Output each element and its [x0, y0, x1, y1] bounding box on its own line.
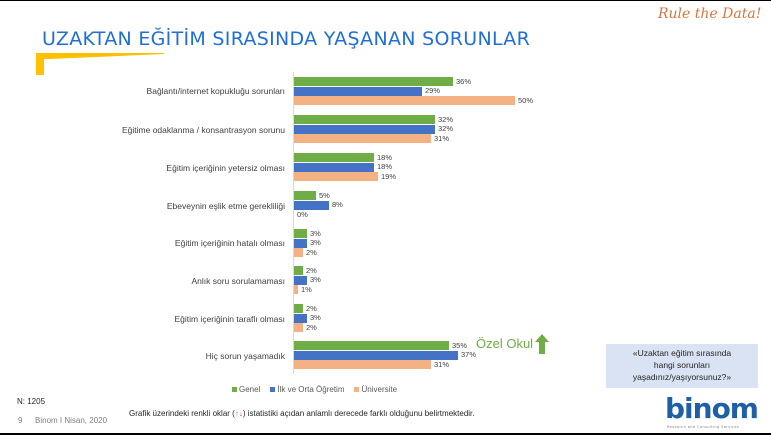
bar-value-label: 32%: [438, 114, 454, 124]
category-label: Anlık soru sorulamaması: [191, 276, 285, 286]
bar: [294, 304, 303, 313]
arrow-up-icon: ↑: [234, 409, 239, 418]
bar: [294, 229, 307, 238]
bar: [294, 77, 453, 86]
bar-value-label: 3%: [310, 275, 321, 284]
bar: [294, 323, 303, 332]
legend-swatch: [270, 387, 276, 392]
category-label: Hiç sorun yaşamadık: [205, 351, 285, 361]
legend-item-genel: Genel: [232, 385, 260, 394]
legend-swatch: [232, 387, 237, 392]
bar: [294, 162, 374, 172]
bar: [294, 191, 316, 200]
bottom-border: [0, 433, 771, 435]
note-prefix: Grafik üzerindeki renkli oklar (: [129, 409, 235, 418]
legend-swatch: [354, 387, 360, 392]
chart-legend: Genel İlk ve Orta Öğretim Üniversite: [232, 385, 397, 394]
legend-item-universite: Üniversite: [354, 385, 397, 394]
footer-source: Binom I Nisan, 2020: [35, 416, 108, 425]
category-label: Eğitim içeriğinin hatalı olması: [174, 238, 285, 248]
page-title: UZAKTAN EĞİTİM SIRASINDA YAŞANAN SORUNLA…: [42, 28, 531, 50]
bar: [294, 313, 307, 323]
category-label: Eğitim içeriğinin taraflı olması: [174, 314, 285, 324]
question-box: «Uzaktan eğitim sırasında hangi sorunlar…: [606, 344, 758, 388]
bar-value-label: 3%: [310, 238, 321, 247]
bar: [294, 248, 303, 257]
bar: [294, 360, 431, 369]
legend-label: İlk ve Orta Öğretim: [277, 385, 345, 394]
bar-value-label: 32%: [438, 124, 454, 133]
logo-text: binom: [665, 392, 759, 425]
bar: [294, 115, 435, 124]
bar: [294, 124, 435, 134]
bar-value-label: 2%: [306, 303, 317, 313]
category-label: Ebeveynin eşlik etme gerekliliği: [166, 201, 285, 211]
bar-value-label: 2%: [306, 265, 317, 275]
title-accent-shape: [36, 53, 164, 75]
bar: [294, 350, 458, 360]
bar: [294, 341, 449, 350]
arrow-down-icon: ↓: [238, 409, 243, 418]
question-line: hangi sorunları: [653, 360, 711, 370]
bar: [294, 238, 307, 248]
logo-subtitle: Research and Consulting Services: [667, 425, 740, 429]
legend-label: Genel: [239, 385, 261, 394]
significance-note: Grafik üzerindeki renkli oklar (↑↓) ista…: [129, 409, 474, 418]
annotation-ozel-okul: Özel Okul: [476, 336, 534, 351]
note-suffix: ) istatistiki açıdan anlamlı derecede fa…: [242, 409, 475, 418]
bar: [294, 134, 431, 143]
question-line: «Uzaktan eğitim sırasında: [632, 348, 732, 358]
bar-value-label: 1%: [301, 284, 312, 294]
tagline: Rule the Data!: [658, 6, 762, 22]
bar: [294, 86, 422, 96]
legend-item-ilk-orta: İlk ve Orta Öğretim: [270, 385, 344, 394]
question-line: yaşadınız/yaşıyorsunuz?»: [632, 372, 732, 382]
bar-value-label: 35%: [452, 340, 468, 350]
bar-value-label: 19%: [381, 171, 397, 181]
bar-value-label: 37%: [461, 350, 477, 359]
chart-axis: [293, 72, 294, 374]
bar: [294, 266, 303, 275]
bar-value-label: 0%: [297, 209, 308, 219]
bar-value-label: 3%: [310, 228, 321, 238]
bar: [294, 200, 329, 210]
top-border: [0, 0, 771, 1]
bar-value-label: 18%: [377, 162, 393, 171]
bar: [294, 153, 374, 162]
binom-logo: binom Research and Consulting Services: [665, 392, 769, 430]
bar-value-label: 18%: [377, 152, 393, 162]
bar-value-label: 31%: [434, 359, 450, 369]
sample-size: N: 1205: [17, 397, 46, 406]
bar-value-label: 2%: [306, 247, 317, 257]
category-label: Bağlantı/internet kopukluğu sorunları: [146, 86, 285, 96]
bar-value-label: 50%: [518, 95, 534, 105]
legend-label: Üniversite: [361, 385, 398, 394]
category-label: Eğitime odaklanma / konsantrasyon sorunu: [121, 125, 285, 135]
bar-value-label: 3%: [310, 313, 321, 322]
arrow-up-icon: [535, 334, 549, 354]
bar-value-label: 8%: [332, 200, 343, 209]
bar-value-label: 2%: [306, 322, 317, 332]
category-label: Eğitim içeriğinin yetersiz olması: [166, 163, 285, 173]
bar: [294, 172, 378, 181]
bar: [294, 96, 515, 105]
bar-value-label: 5%: [319, 190, 330, 200]
bar-value-label: 29%: [425, 86, 441, 95]
bar-value-label: 31%: [434, 133, 450, 143]
bar: [294, 275, 307, 285]
page-number: 9: [18, 416, 23, 425]
bar: [294, 285, 298, 294]
bar-value-label: 36%: [456, 76, 472, 86]
